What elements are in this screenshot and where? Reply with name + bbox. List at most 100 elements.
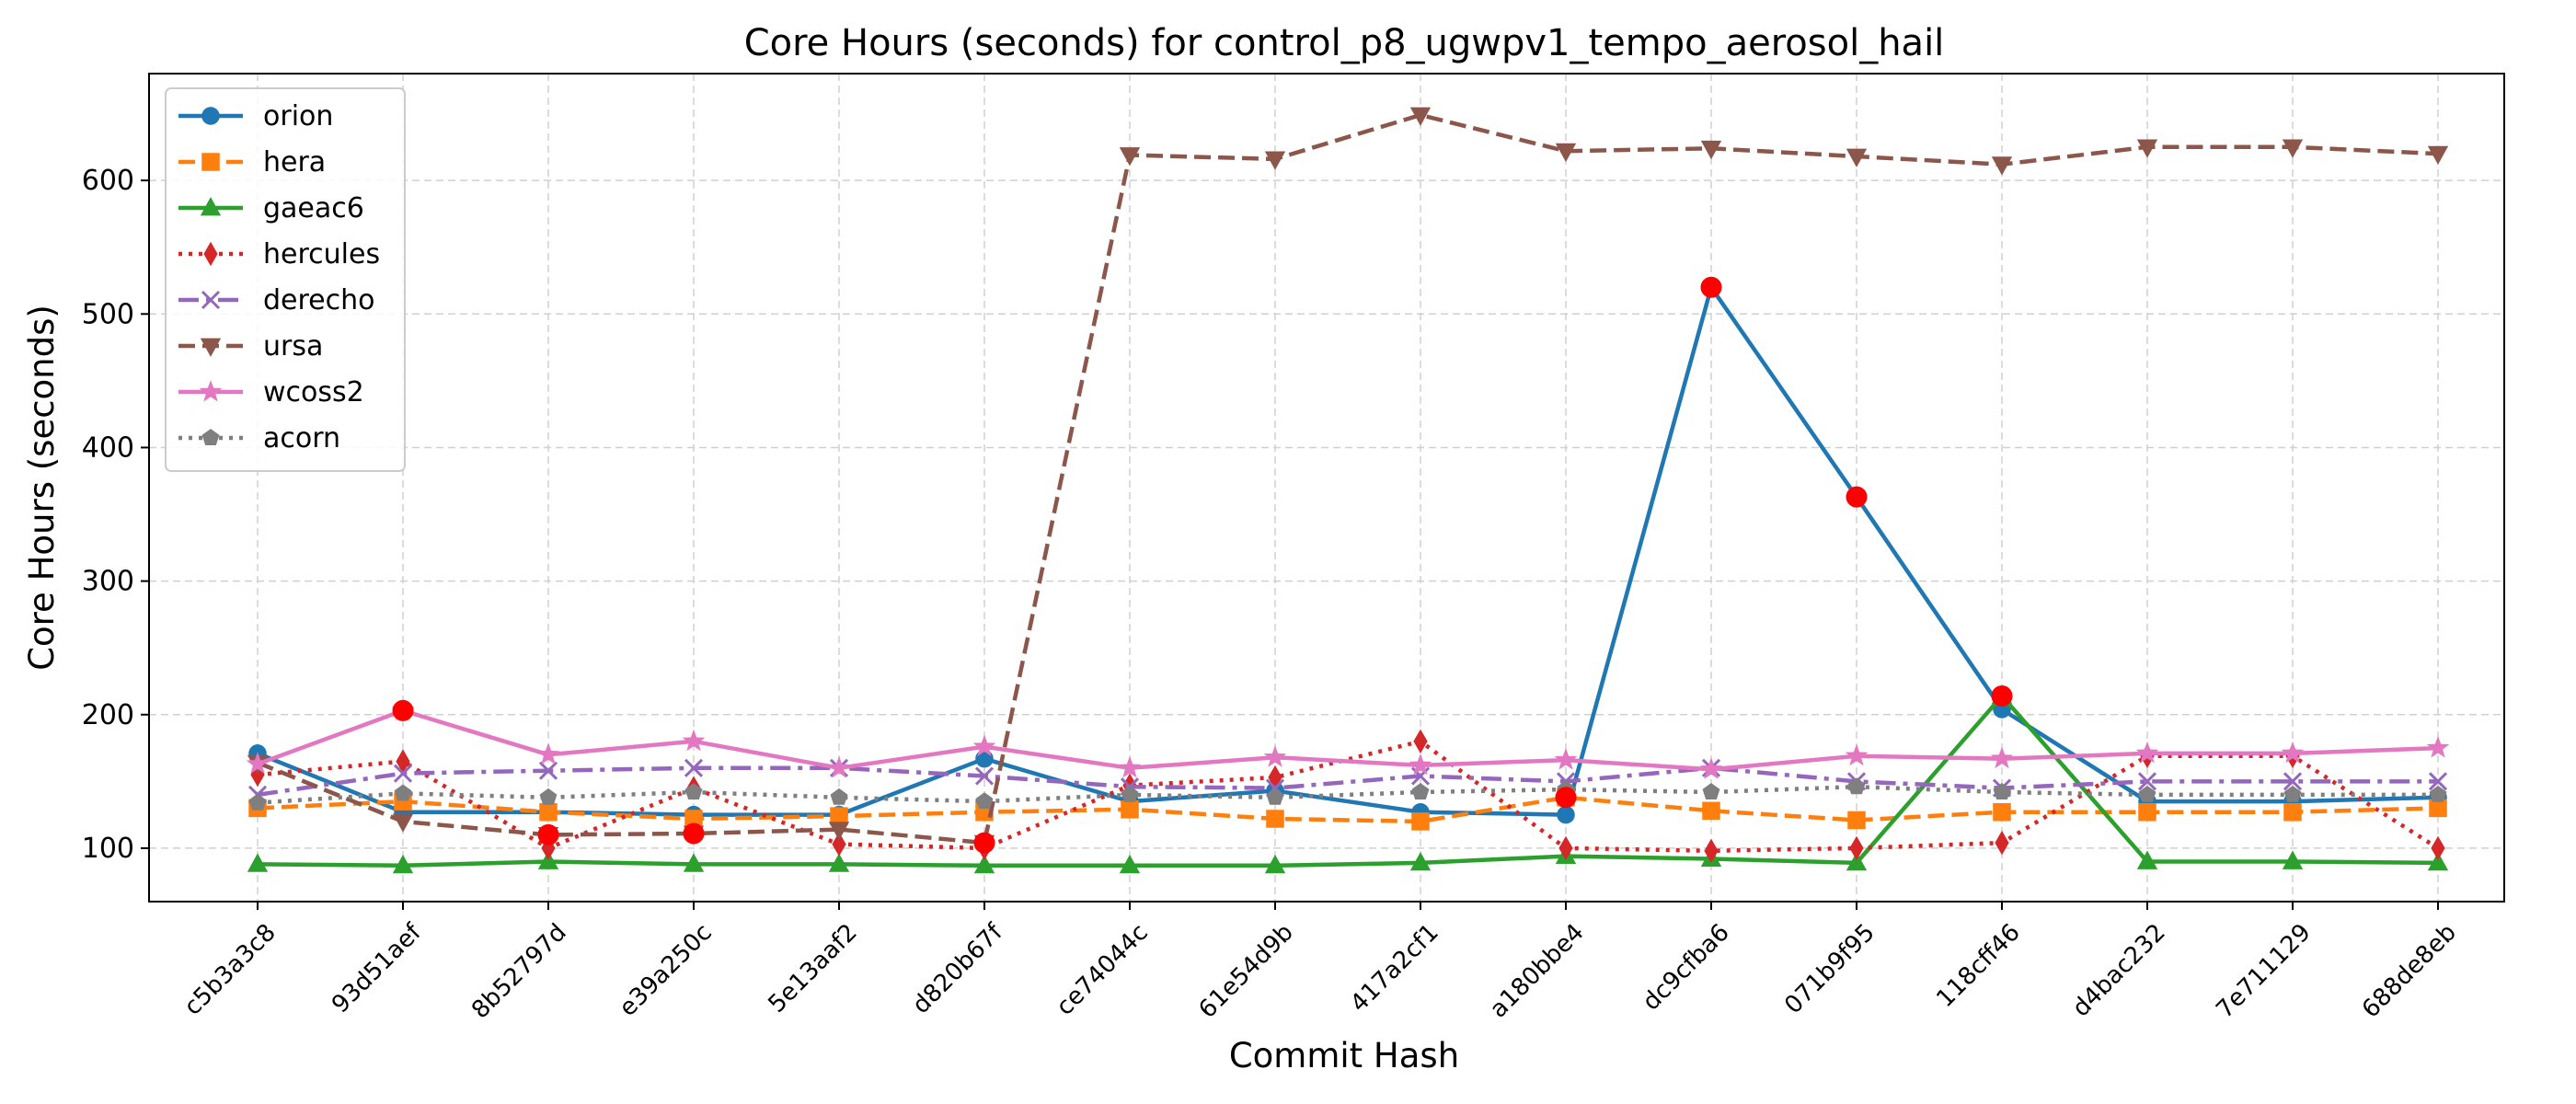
data-point [247,853,269,872]
data-point [1264,854,1286,874]
data-point [2136,850,2158,869]
gridlines [149,74,2504,902]
series-hera [248,788,2447,831]
data-point [2281,741,2305,764]
data-point [1264,151,1286,170]
legend-marker [201,153,220,171]
legend-marker [200,197,222,216]
data-point [539,788,558,805]
highlight-markers [392,276,2013,854]
legend-marker [203,241,218,267]
y-tick-label: 200 [82,699,134,731]
highlight-point [537,823,559,845]
highlight-point [973,832,995,854]
data-point [1409,851,1432,871]
series-line [257,694,2439,868]
legend-label: gaeac6 [263,192,364,224]
data-point [684,783,703,799]
data-point [2431,835,2445,861]
highlight-point [1991,684,2013,707]
data-point [1558,835,1573,861]
data-point [2138,785,2156,802]
legend-entry-acorn: acorn [178,422,340,454]
series-line [257,112,2439,845]
y-axis-label: Core Hours (seconds) [22,305,62,671]
data-point [2137,772,2157,791]
highlight-point [392,699,414,721]
data-point [828,822,850,841]
legend-marker [201,107,220,125]
data-point [1993,802,2011,822]
data-point [394,784,412,801]
legend-label: hera [263,146,326,178]
y-tick-label: 100 [82,833,134,865]
data-point [1413,729,1428,754]
highlight-point [1846,486,1868,508]
data-point [1847,811,1866,830]
highlight-point [1555,787,1577,809]
legend-entry-hera: hera [178,146,326,178]
data-point [1121,800,1139,819]
data-point [1555,143,1577,163]
data-point [538,761,558,780]
chart-title: Core Hours (seconds) for control_p8_ugwp… [744,22,1945,64]
data-point [1557,805,1575,824]
data-point [2426,736,2450,758]
data-point [2136,139,2158,158]
data-point [2138,802,2156,822]
data-point [1119,854,1141,874]
data-point [1119,147,1141,167]
data-point [539,802,558,822]
data-point [1702,801,1720,821]
highlight-point [683,822,705,845]
legend-entry-orion: orion [178,100,333,132]
x-axis-label: Commit Hash [1229,1036,1459,1075]
data-point [1699,757,1723,779]
legend-marker [200,338,222,357]
data-point [536,742,560,765]
data-point [974,766,995,786]
data-point [972,734,996,757]
data-point [2427,145,2449,166]
data-point [830,788,848,805]
legend-label: wcoss2 [263,376,364,408]
data-point [1991,156,2013,176]
data-point [1702,783,1720,799]
data-point [2283,785,2302,802]
series-gaeac6 [247,684,2449,874]
data-point [1266,788,1284,805]
data-point [541,835,556,861]
data-point [1995,830,2009,856]
y-tick-label: 300 [82,566,134,598]
highlight-point [1700,276,1722,298]
data-point [975,792,994,810]
data-point [1409,107,1432,126]
data-point [392,813,414,833]
data-point [1847,777,1866,795]
plot-frame [148,73,2505,903]
data-point [683,853,705,872]
data-point [2282,850,2304,869]
data-point [2283,802,2302,822]
legend-label: orion [263,100,333,132]
data-point [1266,810,1284,828]
data-point [1993,783,2011,799]
legend-entry-wcoss2: wcoss2 [178,376,364,408]
y-tick-label: 400 [82,431,134,464]
legend-entry-ursa: ursa [178,330,323,362]
data-point [1409,753,1432,776]
data-point [2135,741,2159,764]
legend-label: hercules [263,238,380,270]
legend-marker [201,429,220,446]
data-point [2429,785,2447,802]
data-point [392,854,414,874]
data-point [684,758,704,777]
series-line [257,708,2439,772]
series-line [257,795,2439,824]
data-point [1845,743,1869,766]
data-point [1704,838,1719,864]
legend-entry-hercules: hercules [178,238,380,270]
legend-box [165,87,406,472]
data-point [828,853,850,872]
legend: orion hera gaeac6 hercules derecho ursa wcoss2… [165,87,406,472]
